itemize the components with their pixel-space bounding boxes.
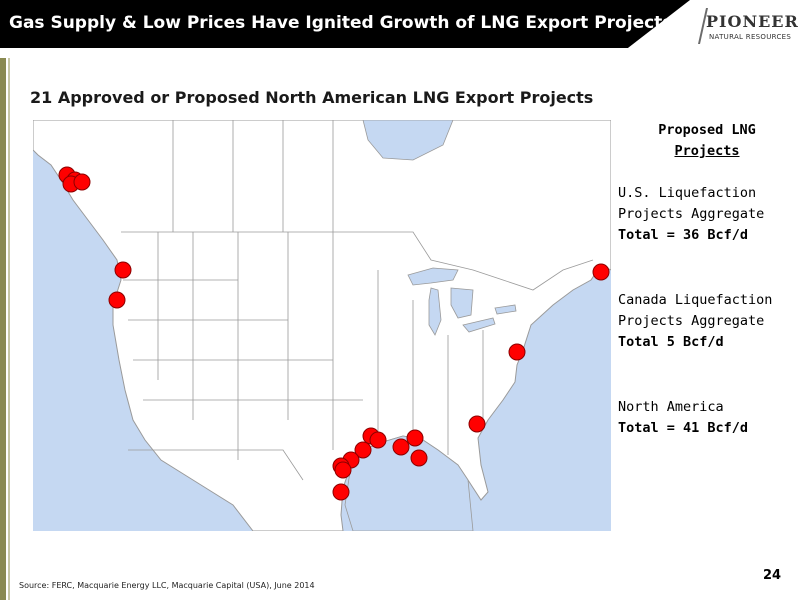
lake-superior [407, 267, 459, 286]
north-america-summary: North America Total = 41 Bcf/d [618, 397, 748, 439]
lng-marker [332, 483, 350, 501]
canada-summary: Canada Liquefaction Projects Aggregate T… [618, 290, 772, 353]
canada-line1: Canada Liquefaction [618, 292, 773, 308]
canada-total: Total 5 Bcf/d [618, 334, 724, 350]
map-svg [33, 120, 611, 531]
canada-line2: Projects Aggregate [618, 313, 765, 329]
lake-michigan [428, 287, 442, 336]
title-bar [0, 0, 690, 48]
company-logo: PIONEER NATURAL RESOURCES [696, 6, 800, 46]
slide-title: Gas Supply & Low Prices Have Ignited Gro… [9, 13, 673, 33]
lng-marker [334, 461, 352, 479]
lng-marker [468, 415, 486, 433]
legend-title: Proposed LNG Projects [618, 120, 796, 162]
lng-marker [73, 173, 91, 191]
legend-title-line1: Proposed LNG [658, 122, 756, 138]
lng-marker [108, 291, 126, 309]
left-accent-line [8, 58, 10, 600]
us-line2: Projects Aggregate [618, 206, 765, 222]
north-america-map [33, 120, 611, 531]
na-line1: North America [618, 399, 724, 415]
left-accent-bar [0, 58, 6, 600]
lng-markers [58, 166, 610, 501]
us-summary: U.S. Liquefaction Projects Aggregate Tot… [618, 183, 764, 246]
lng-marker [592, 263, 610, 281]
source-note: Source: FERC, Macquarie Energy LLC, Macq… [19, 581, 315, 590]
lake-erie [462, 317, 496, 333]
lng-marker [410, 449, 428, 467]
lng-marker [114, 261, 132, 279]
lng-marker [508, 343, 526, 361]
logo-swoosh-icon [698, 8, 708, 44]
state-borders [121, 120, 594, 481]
lng-marker [369, 431, 387, 449]
lake-huron [450, 287, 474, 319]
lng-marker [354, 441, 372, 459]
lake-ontario [494, 304, 517, 315]
us-line1: U.S. Liquefaction [618, 185, 757, 201]
legend-title-line2: Projects [674, 143, 740, 159]
slide-subtitle: 21 Approved or Proposed North American L… [30, 88, 594, 107]
page-number: 24 [763, 568, 782, 583]
lng-marker [392, 438, 410, 456]
logo-name: PIONEER [706, 12, 799, 31]
hudson-bay [362, 120, 454, 161]
lng-marker [406, 429, 424, 447]
na-total: Total = 41 Bcf/d [618, 420, 749, 436]
slide-header: Gas Supply & Low Prices Have Ignited Gro… [0, 0, 800, 50]
us-total: Total = 36 Bcf/d [618, 227, 749, 243]
land-mass [33, 120, 611, 531]
logo-subtitle: NATURAL RESOURCES [709, 33, 792, 41]
